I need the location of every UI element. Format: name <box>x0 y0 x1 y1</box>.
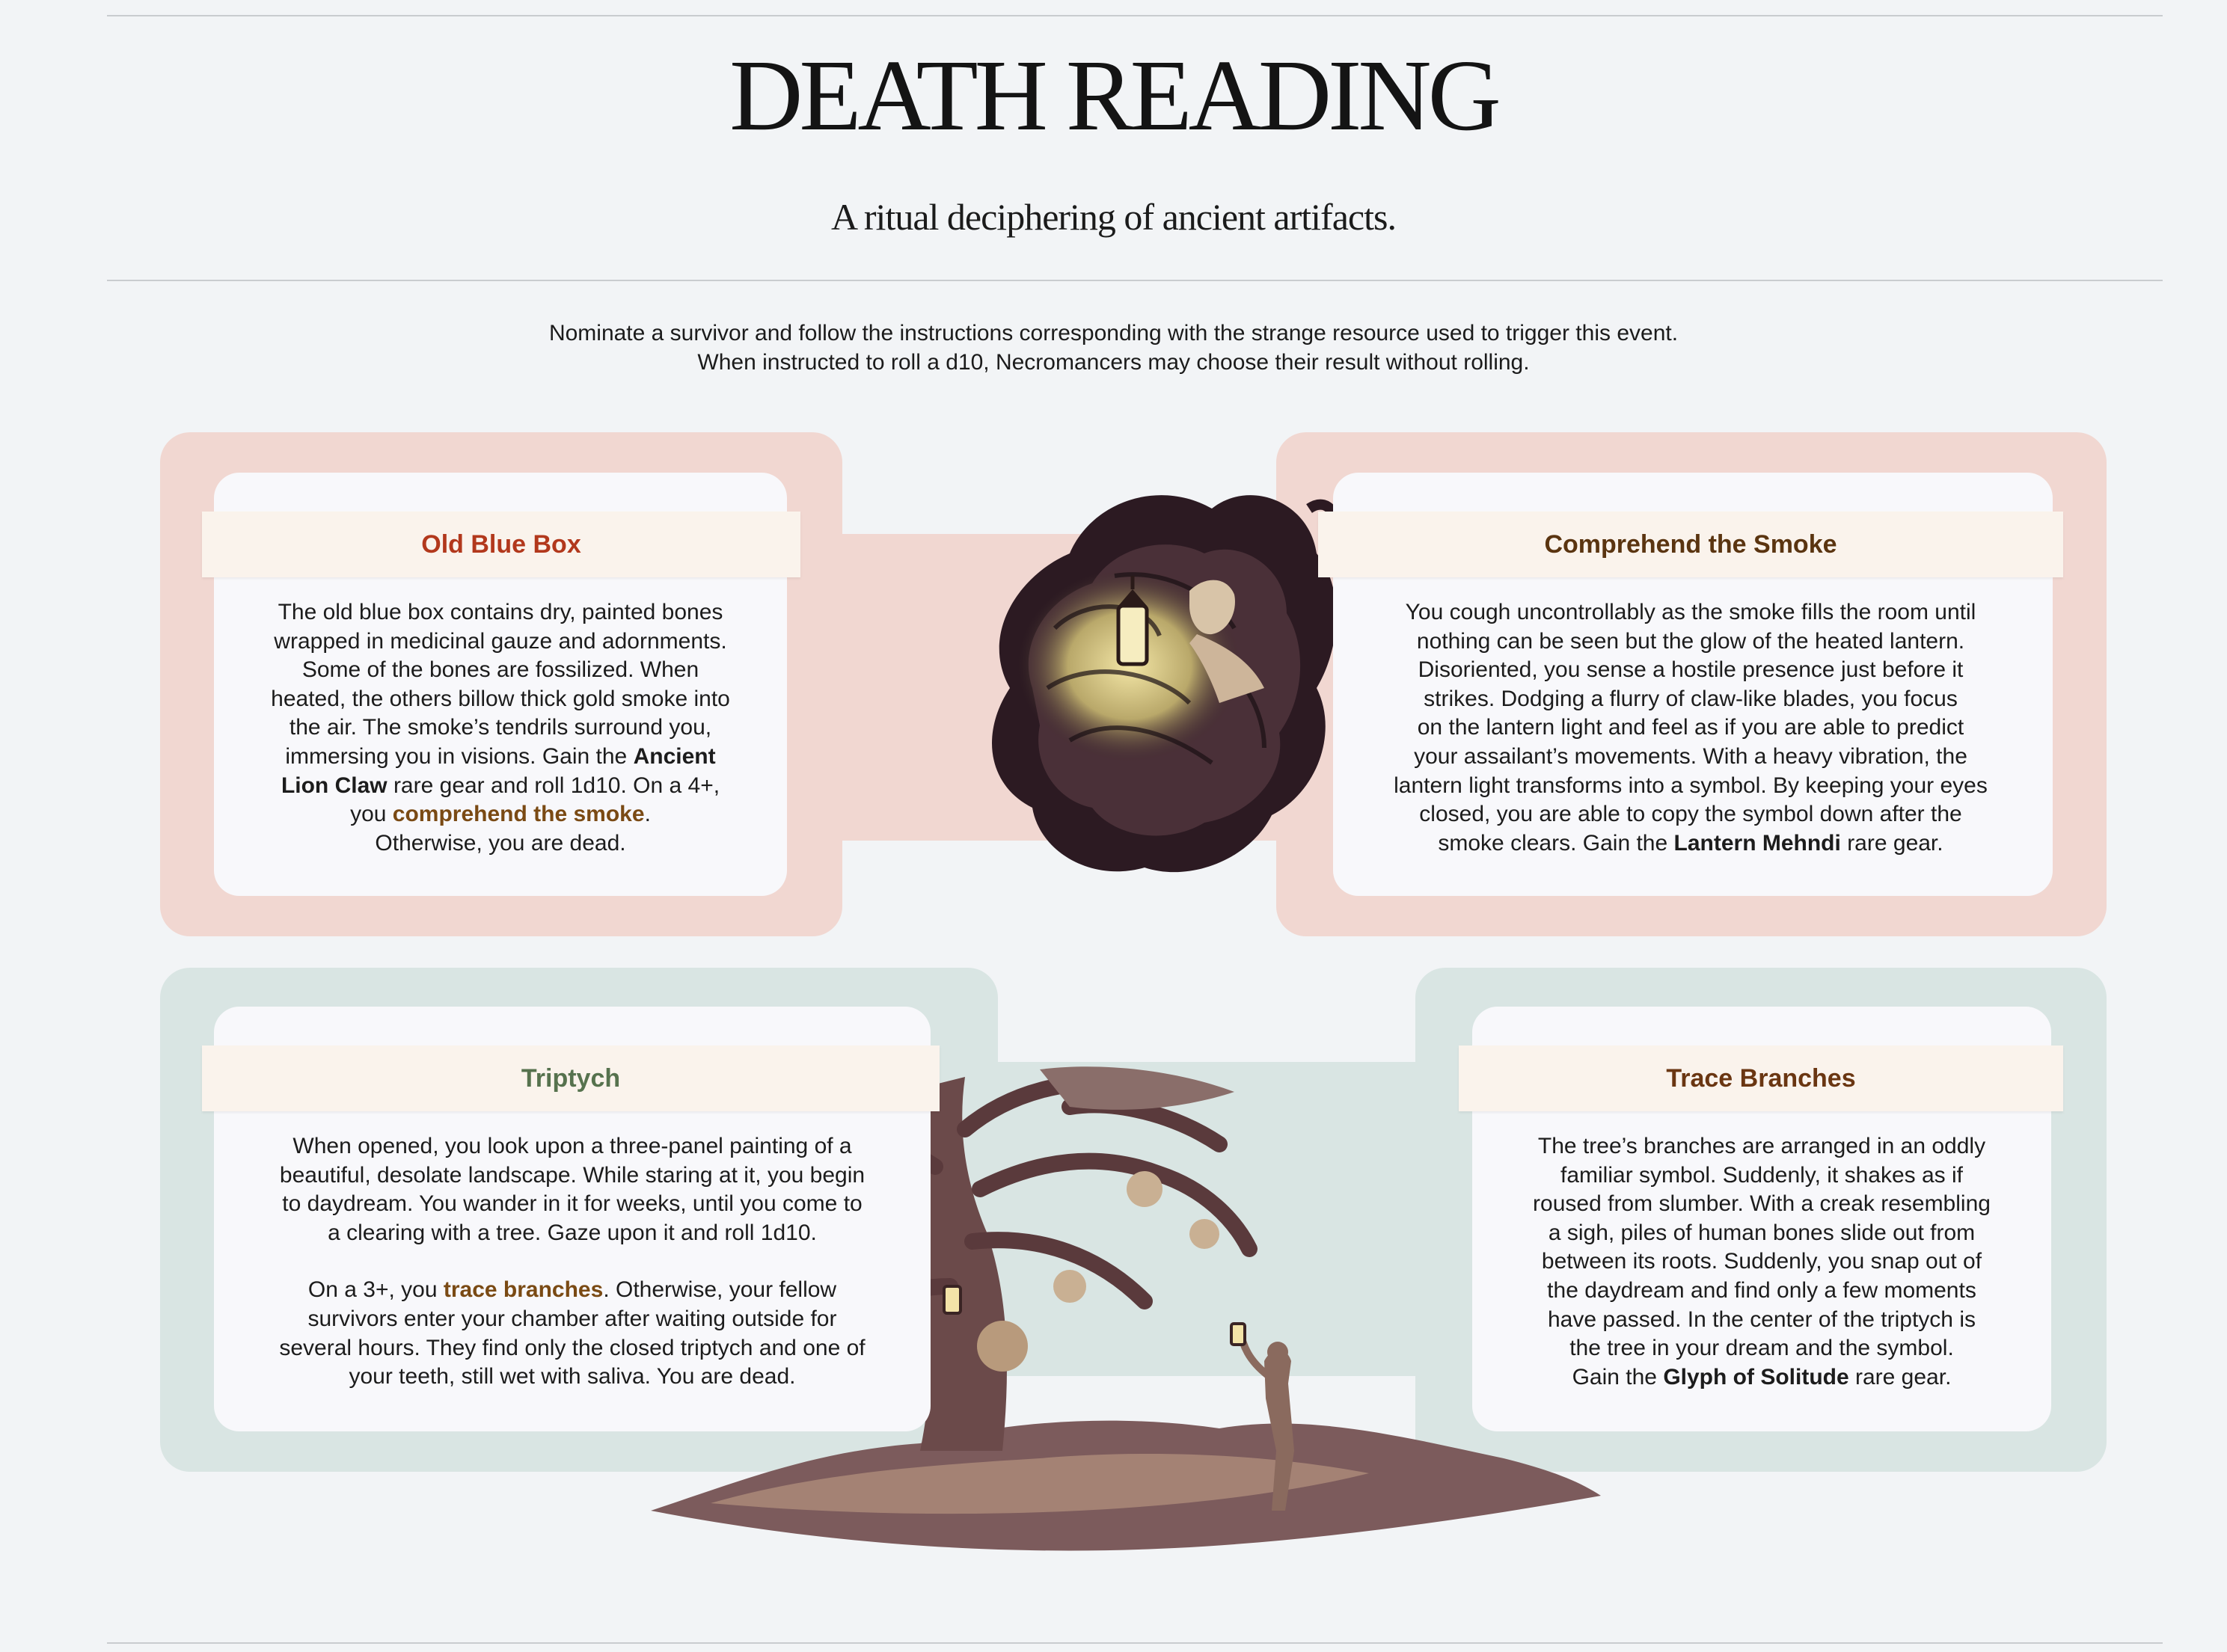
text-span: . Otherwise, your fellow <box>603 1277 837 1303</box>
page-title: DEATH READING <box>729 40 1501 152</box>
card-triptych-text: When opened, you look upon a three-panel… <box>214 1132 931 1392</box>
text-line: to daydream. You wander in it for weeks,… <box>282 1191 863 1217</box>
card-comprehend-smoke-banner: Comprehend the Smoke <box>1318 512 2063 577</box>
text-line: a sigh, piles of human bones slide out f… <box>1548 1220 1976 1245</box>
text-line: You cough uncontrollably as the smoke fi… <box>1405 600 1976 624</box>
event-link-trace-branches[interactable]: trace branches <box>443 1277 604 1303</box>
text-line: the tree in your dream and the symbol. <box>1569 1336 1954 1361</box>
text-line: your teeth, still wet with saliva. You a… <box>349 1364 796 1390</box>
gear-name-lion-claw: Lion Claw <box>281 773 387 798</box>
text-line: smoke clears. Gain the Lantern Mehndi ra… <box>1318 829 2063 859</box>
card-triptych-title: Triptych <box>521 1064 621 1093</box>
text-line: survivors enter your chamber after waiti… <box>307 1306 837 1331</box>
paragraph-gap <box>214 1247 931 1276</box>
text-line: the daydream and find only a few moments <box>1547 1277 1976 1303</box>
smoke-lantern-illustration <box>992 495 1341 873</box>
text-span: you <box>350 802 393 827</box>
gear-name-glyph-of-solitude: Glyph of Solitude <box>1663 1364 1849 1390</box>
text-line: familiar symbol. Suddenly, it shakes as … <box>1560 1162 1963 1188</box>
text-line: On a 3+, you trace branches. Otherwise, … <box>214 1276 931 1305</box>
page-subtitle: A ritual deciphering of ancient artifact… <box>831 196 1397 238</box>
gear-name-lantern-mehndi: Lantern Mehndi <box>1673 830 1841 856</box>
text-line: closed, you are able to copy the symbol … <box>1419 802 1962 827</box>
text-line: a clearing with a tree. Gaze upon it and… <box>328 1220 817 1245</box>
card-old-blue-box-title: Old Blue Box <box>421 530 581 559</box>
text-span: rare gear. <box>1848 1364 1952 1390</box>
top-divider <box>107 15 2163 16</box>
card-comprehend-smoke-title: Comprehend the Smoke <box>1544 530 1837 559</box>
card-trace-branches-text: The tree’s branches are arranged in an o… <box>1472 1132 2051 1392</box>
text-span: Gain the <box>1572 1364 1664 1390</box>
text-line: When opened, you look upon a three-panel… <box>292 1134 852 1158</box>
text-span: immersing you in visions. Gain the <box>285 743 634 769</box>
text-line: the air. The smoke’s tendrils surround y… <box>289 715 712 740</box>
event-link-comprehend-smoke[interactable]: comprehend the smoke <box>392 802 645 827</box>
text-line: Gain the Glyph of Solitude rare gear. <box>1472 1363 2051 1392</box>
text-line: between its roots. Suddenly, you snap ou… <box>1541 1249 1982 1274</box>
text-line: Some of the bones are fossilized. When <box>301 657 699 683</box>
text-line: on the lantern light and feel as if you … <box>1417 715 1964 740</box>
text-line: The tree’s branches are arranged in an o… <box>1537 1134 1986 1158</box>
text-line: immersing you in visions. Gain the Ancie… <box>214 743 787 772</box>
text-line: The old blue box contains dry, painted b… <box>278 600 723 624</box>
card-trace-branches-title: Trace Branches <box>1666 1064 1856 1093</box>
text-line: nothing can be seen but the glow of the … <box>1416 628 1965 654</box>
text-line: roused from slumber. With a creak resemb… <box>1533 1191 1991 1217</box>
text-span: On a 3+, you <box>307 1277 444 1303</box>
text-line: have passed. In the center of the tripty… <box>1548 1306 1976 1332</box>
header-divider <box>107 280 2163 281</box>
text-line: heated, the others billow thick gold smo… <box>271 686 730 711</box>
text-line: beautiful, desolate landscape. While sta… <box>279 1162 866 1188</box>
text-line: Disoriented, you sense a hostile presenc… <box>1418 657 1964 683</box>
text-line: your assailant’s movements. With a heavy… <box>1414 743 1967 769</box>
text-span: rare gear and roll 1d10. On a 4+, <box>387 773 720 798</box>
text-line: Lion Claw rare gear and roll 1d10. On a … <box>214 772 787 801</box>
instructions: Nominate a survivor and follow the instr… <box>0 319 2227 377</box>
card-trace-branches-banner: Trace Branches <box>1459 1045 2063 1111</box>
text-line: several hours. They find only the closed… <box>279 1335 866 1360</box>
text-span: smoke clears. Gain the <box>1438 830 1674 856</box>
text-span: rare gear. <box>1840 830 1943 856</box>
bottom-divider <box>107 1642 2163 1644</box>
text-span: . <box>644 802 651 827</box>
card-comprehend-smoke-text: You cough uncontrollably as the smoke fi… <box>1318 598 2063 858</box>
card-triptych-banner: Triptych <box>202 1045 940 1111</box>
text-line: you comprehend the smoke. <box>214 800 787 829</box>
text-line: lantern light transforms into a symbol. … <box>1394 773 1988 798</box>
text-line: Otherwise, you are dead. <box>375 830 626 856</box>
card-old-blue-box-text: The old blue box contains dry, painted b… <box>214 598 787 858</box>
card-old-blue-box-banner: Old Blue Box <box>202 512 800 577</box>
gear-name-ancient: Ancient <box>633 743 716 769</box>
text-line: wrapped in medicinal gauze and adornment… <box>274 628 727 654</box>
text-line: strikes. Dodging a flurry of claw-like b… <box>1424 686 1958 711</box>
instructions-line-1: Nominate a survivor and follow the instr… <box>548 321 1679 346</box>
instructions-line-2: When instructed to roll a d10, Necromanc… <box>697 350 1530 375</box>
